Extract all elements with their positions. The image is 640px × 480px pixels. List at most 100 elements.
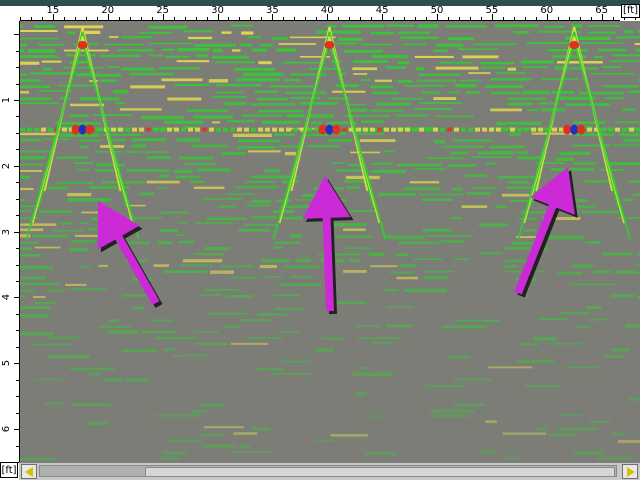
reflection-segment (471, 156, 512, 158)
reflection-segment (53, 229, 84, 232)
reflection-segment (20, 156, 45, 160)
diffraction-limb (328, 41, 387, 240)
reflection-segment (195, 54, 209, 58)
reflection-segment (258, 61, 272, 65)
reflection-segment (20, 314, 49, 318)
reflection-segment (199, 294, 221, 297)
horizontal-scrollbar[interactable] (19, 462, 640, 480)
reflection-segment (20, 210, 32, 212)
reflection-segment (419, 102, 463, 104)
reflection-segment (146, 180, 180, 184)
reflection-segment (351, 108, 368, 112)
strong-reflection-segment (629, 127, 634, 132)
reflection-segment (77, 169, 90, 171)
reflection-segment (204, 246, 230, 251)
reflection-segment (69, 367, 116, 370)
reflection-segment (75, 234, 102, 237)
scroll-track[interactable] (39, 465, 617, 477)
reflection-segment (353, 73, 368, 75)
horizontal-ruler-tick (349, 17, 351, 20)
reflection-segment (325, 42, 357, 45)
reflection-segment (473, 43, 516, 46)
reflection-segment (345, 175, 380, 180)
reflection-segment (290, 73, 327, 76)
reflection-segment (326, 121, 358, 125)
reflection-segment (157, 241, 173, 245)
reflection-segment (625, 324, 640, 328)
title-strip (0, 0, 640, 6)
radargram-display[interactable] (20, 21, 640, 462)
reflection-segment (383, 150, 395, 153)
reflection-segment (472, 187, 498, 190)
reflection-segment (180, 264, 213, 267)
reflection-segment (275, 307, 304, 310)
reflection-segment (451, 217, 462, 220)
reflection-segment (20, 55, 59, 58)
reflection-segment (481, 66, 505, 69)
horizontal-ruler-label: 50 (430, 5, 444, 16)
reflection-segment (264, 169, 281, 173)
reflection-segment (346, 186, 360, 189)
reflection-segment (398, 31, 430, 34)
reflection-segment (303, 133, 328, 137)
vertical-ruler-tick (14, 297, 19, 299)
reflection-segment (226, 295, 254, 298)
reflection-segment (327, 139, 352, 142)
reflection-segment (139, 192, 155, 196)
vertical-ruler-tick (16, 379, 19, 381)
reflection-segment (316, 30, 362, 34)
reflection-segment (439, 61, 471, 64)
reflection-segment (637, 253, 640, 257)
reflection-segment (461, 205, 488, 208)
reflection-segment (370, 31, 394, 35)
strong-reflection-segment (202, 127, 207, 132)
reflection-segment (160, 457, 180, 460)
strong-reflection-segment (349, 127, 354, 132)
horizontal-ruler-tick (546, 14, 548, 20)
horizontal-ruler-tick (634, 17, 636, 20)
reflection-segment (623, 198, 634, 202)
horizontal-ruler-label: 25 (156, 5, 170, 16)
horizontal-ruler-tick (480, 17, 482, 20)
reflection-segment (89, 372, 101, 376)
reflection-segment (344, 247, 373, 249)
reflection-segment (215, 91, 244, 94)
horizontal-ruler-label: 20 (101, 5, 115, 16)
reflection-segment (604, 97, 624, 100)
scroll-thumb[interactable] (145, 467, 615, 477)
reflection-segment (397, 241, 439, 245)
reflection-segment (586, 306, 602, 309)
reflection-segment (559, 312, 590, 315)
target-return (85, 124, 94, 135)
scroll-right-button[interactable] (622, 464, 638, 479)
horizontal-ruler-tick (568, 17, 570, 20)
reflection-segment (347, 103, 366, 106)
hyperbola-apex (77, 41, 88, 49)
reflection-segment (370, 85, 393, 89)
reflection-segment (355, 325, 381, 328)
reflection-segment (390, 97, 424, 100)
reflection-segment (153, 127, 179, 130)
reflection-segment (349, 210, 377, 213)
reflection-segment (383, 288, 399, 291)
reflection-segment (245, 336, 284, 339)
reflection-segment (200, 403, 225, 407)
reflection-segment (422, 228, 452, 232)
reflection-segment (33, 296, 46, 299)
strong-reflection-segment (531, 127, 536, 132)
reflection-segment (615, 270, 639, 274)
reflection-segment (255, 367, 285, 371)
scroll-left-button[interactable] (21, 464, 37, 479)
reflection-segment (466, 91, 480, 94)
reflection-segment (634, 43, 640, 45)
reflection-segment (264, 276, 284, 278)
reflection-segment (247, 150, 281, 153)
reflection-segment (215, 61, 256, 64)
reflection-segment (216, 84, 262, 87)
reflection-segment (20, 289, 35, 292)
reflection-segment (20, 306, 51, 309)
reflection-segment (117, 49, 154, 52)
reflection-segment (565, 366, 600, 369)
reflection-segment (332, 90, 366, 93)
strong-reflection-segment (545, 127, 550, 132)
